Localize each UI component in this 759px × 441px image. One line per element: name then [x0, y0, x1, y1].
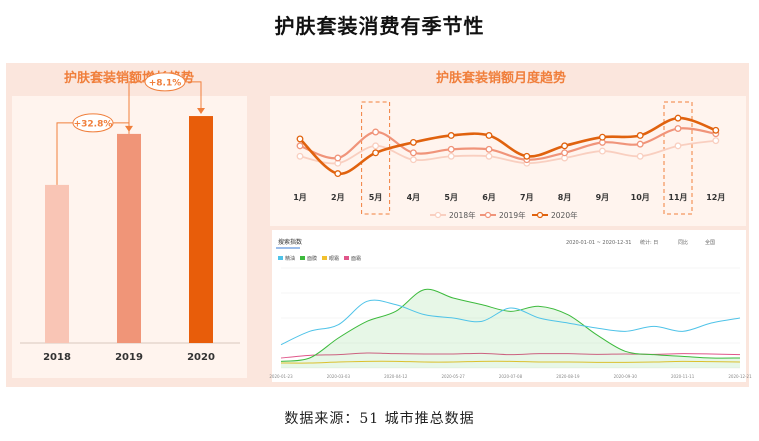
bar-2019 — [117, 133, 141, 343]
search-legend-label-2: 眼霜 — [329, 256, 339, 262]
line-chart-title: 护肤套装销额月度趋势 — [436, 71, 567, 86]
month-label-4: 5月 — [444, 193, 458, 202]
legend-marker-2018年 — [434, 211, 442, 219]
search-control-region: 全国 — [705, 239, 715, 246]
bar-chart: 2018 2019 2020 +32.8% +8.1% — [20, 72, 240, 363]
point-2020年-2 — [372, 149, 380, 157]
search-area-面膜 — [281, 289, 740, 368]
search-legend-swatch-0 — [278, 256, 283, 260]
search-xtick-0: 2020-01-23 — [269, 374, 293, 379]
growth-arrowhead-1 — [197, 108, 205, 115]
point-2020年-6 — [523, 152, 531, 160]
point-2019年-7 — [561, 149, 569, 157]
month-label-8: 9月 — [596, 193, 610, 202]
month-label-3: 4月 — [407, 193, 421, 202]
point-2020年-7 — [561, 142, 569, 150]
page-title: 护肤套装消费有季节性 — [274, 14, 485, 38]
search-control-compare: 同比 — [678, 239, 688, 246]
growth-label-1: +8.1% — [149, 78, 182, 88]
search-line-精油 — [280, 299, 741, 346]
point-2019年-3 — [409, 149, 417, 157]
search-legend-swatch-2 — [322, 256, 327, 260]
point-2020年-0 — [296, 135, 304, 143]
month-label-1: 2月 — [331, 193, 345, 202]
search-legend-label-0: 精油 — [285, 255, 295, 262]
point-2018年-4 — [447, 152, 455, 160]
point-2018年-3 — [409, 156, 417, 164]
search-line-眼霜 — [280, 360, 741, 364]
point-2020年-5 — [485, 132, 493, 139]
point-2018年-10 — [674, 142, 682, 150]
search-xtick-6: 2020-05-27 — [442, 374, 466, 379]
point-2020年-9 — [636, 132, 644, 139]
month-label-11: 12月 — [706, 193, 725, 202]
point-2019年-2 — [372, 128, 380, 136]
search-xtick-2: 2020-03-03 — [327, 374, 351, 379]
legend-label-2019年: 2019年 — [499, 210, 526, 220]
search-legend-swatch-3 — [344, 256, 349, 260]
highlight-box-11月 — [663, 101, 693, 215]
point-2019年-9 — [636, 140, 644, 148]
bar-label-2019: 2019 — [115, 352, 143, 363]
search-xtick-12: 2020-09-30 — [614, 374, 638, 379]
point-2018年-2 — [372, 142, 380, 150]
search-index-panel — [272, 230, 746, 382]
search-xtick-8: 2020-07-08 — [499, 374, 523, 379]
line-2020年 — [299, 116, 717, 175]
growth-badge-1 — [144, 72, 186, 92]
point-2019年-1 — [334, 154, 342, 162]
point-2020年-1 — [334, 170, 342, 178]
point-2020年-11 — [712, 126, 720, 134]
point-2020年-4 — [447, 132, 455, 139]
legend-label-2018年: 2018年 — [449, 210, 476, 220]
legend-marker-2020年 — [536, 211, 544, 219]
point-2018年-0 — [296, 152, 304, 160]
point-2020年-3 — [409, 138, 417, 146]
highlight-box-5月 — [361, 101, 391, 215]
point-2019年-10 — [674, 125, 682, 132]
point-2020年-10 — [674, 114, 682, 122]
growth-badge-0 — [72, 113, 114, 133]
search-tab: 搜索指数 — [278, 238, 302, 246]
point-2020年-8 — [598, 133, 606, 141]
search-legend-swatch-1 — [300, 256, 305, 260]
source-note: 数据来源：51 城市推总数据 — [284, 411, 475, 427]
bar-label-2018: 2018 — [43, 352, 71, 363]
search-xtick-16: 2020-12-21 — [728, 374, 752, 379]
search-control-date: 2020-01-01 ~ 2020-12-31 — [566, 240, 631, 246]
search-xtick-14: 2020-11-11 — [671, 374, 695, 379]
search-legend-label-1: 面膜 — [307, 255, 317, 262]
month-label-6: 7月 — [520, 193, 534, 202]
point-2018年-8 — [598, 147, 606, 155]
legend-marker-2019年 — [484, 211, 492, 219]
month-label-7: 8月 — [558, 193, 572, 202]
point-2019年-5 — [485, 145, 493, 153]
search-line-面霜 — [280, 352, 741, 359]
point-2018年-5 — [485, 152, 493, 160]
point-2019年-4 — [447, 145, 455, 153]
search-line-面膜 — [280, 288, 741, 362]
month-label-0: 1月 — [293, 193, 307, 202]
point-2019年-0 — [296, 142, 304, 150]
legend-label-2020年: 2020年 — [551, 210, 578, 220]
month-label-5: 6月 — [482, 193, 496, 202]
growth-label-0: +32.8% — [74, 119, 113, 129]
search-xtick-10: 2020-08-19 — [556, 374, 580, 379]
line-2019年 — [299, 127, 716, 161]
month-label-2: 5月 — [369, 193, 383, 202]
line-chart: 1月 2月 5月 4月 5月 6月 7月 8月 9月 10月 11月 12月 2018年 2019年 202… — [293, 101, 725, 220]
point-2018年-11 — [712, 137, 720, 145]
point-2018年-9 — [636, 152, 644, 160]
search-control-period: 统计: 日 — [640, 239, 658, 246]
bar-2018 — [45, 184, 69, 343]
search-xtick-4: 2020-04-12 — [384, 374, 408, 379]
month-label-9: 10月 — [631, 193, 650, 202]
bar-2020 — [189, 116, 213, 343]
month-label-10: 11月 — [668, 193, 687, 202]
bar-label-2020: 2020 — [187, 352, 215, 363]
search-legend-label-3: 面霜 — [351, 256, 361, 262]
